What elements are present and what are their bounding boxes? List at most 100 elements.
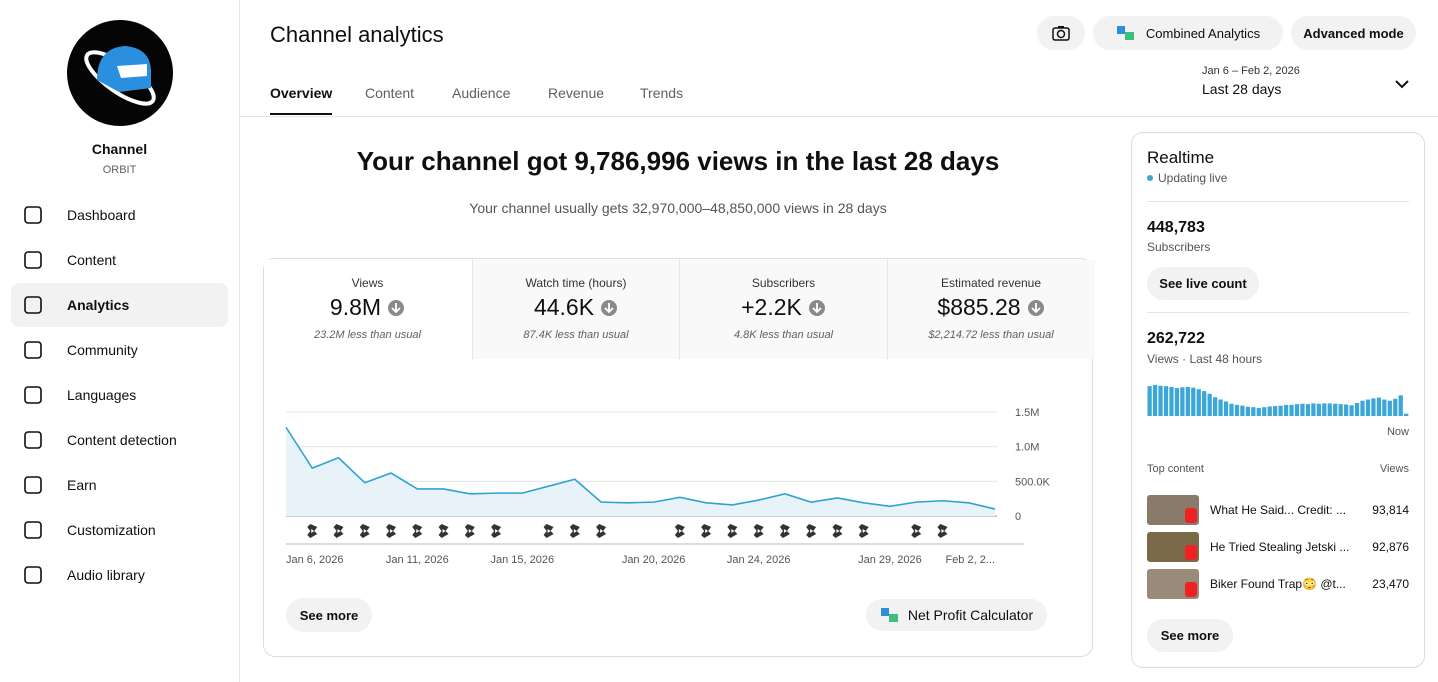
bar [1262, 407, 1267, 416]
date-range: Jan 6 – Feb 2, 2026 [1202, 65, 1300, 77]
top-content-row[interactable]: Biker Found Trap😳 @t... 23,470 [1147, 569, 1409, 599]
nav-icon [24, 206, 42, 224]
nav-label: Content [67, 252, 117, 268]
advanced-mode-button[interactable]: Advanced mode [1291, 16, 1416, 50]
x-tick-label: Feb 2, 2... [945, 554, 995, 566]
bar [1267, 406, 1272, 416]
nav-icon [24, 341, 42, 359]
nav-item[interactable]: Dashboard [11, 193, 228, 237]
net-profit-button[interactable]: Net Profit Calculator [866, 599, 1047, 631]
combined-analytics-button[interactable]: Combined Analytics [1093, 16, 1283, 50]
metric-value-text: $885.28 [937, 294, 1021, 320]
shorts-icon [333, 524, 344, 538]
shorts-icon [911, 524, 922, 538]
shorts-icon [858, 524, 869, 538]
bar [1382, 399, 1387, 416]
live-status: Updating live [1158, 171, 1228, 185]
x-tick-label: Jan 20, 2026 [622, 554, 686, 566]
video-views: 93,814 [1372, 503, 1409, 517]
icon-shape [705, 529, 709, 533]
x-tick-label: Jan 11, 2026 [386, 554, 449, 566]
shorts-icon [491, 524, 502, 538]
area [286, 427, 995, 516]
y-tick-label: 1.0M [1015, 442, 1039, 454]
nav-item[interactable]: Earn [11, 463, 228, 507]
icon-shape [337, 529, 341, 533]
metric-card[interactable]: Watch time (hours) 44.6K 87.4K less than u… [471, 260, 680, 359]
tab[interactable]: Audience [452, 85, 511, 101]
bar [1354, 402, 1360, 416]
see-more-button[interactable]: See more [1147, 619, 1233, 652]
y-tick-label: 500.0K [1015, 476, 1051, 488]
metric-card[interactable]: Views 9.8M 23.2M less than usual [264, 260, 471, 359]
overview-card [263, 258, 1093, 657]
bar [1180, 387, 1185, 416]
subline: Your channel usually gets 32,970,000–48,… [469, 200, 887, 216]
shorts-icon [438, 524, 449, 538]
bar [1240, 405, 1245, 416]
realtime-chart [1147, 385, 1409, 416]
icon-shape [836, 529, 840, 533]
x-tick-label: Jan 15, 2026 [491, 554, 555, 566]
tab[interactable]: Overview [270, 85, 333, 115]
realtime-views: 262,722 [1147, 330, 1205, 347]
shorts-icon [543, 524, 554, 538]
views-column-label: Views [1379, 463, 1409, 475]
shorts-icon [674, 524, 685, 538]
button-label: Combined Analytics [1145, 25, 1261, 41]
nav-label: Audio library [67, 567, 145, 583]
bar [1202, 391, 1207, 416]
icon-shape [495, 529, 499, 533]
nav-label: Community [67, 342, 138, 358]
metric-value: $885.28 [888, 294, 1095, 321]
nav-label: Analytics [67, 297, 130, 313]
bar [1207, 393, 1212, 416]
tab[interactable]: Revenue [548, 85, 605, 101]
realtime-title: Realtime [1147, 148, 1215, 167]
metric-card[interactable]: Subscribers +2.2K 4.8K less than usual [679, 260, 887, 359]
icon-shape [731, 529, 735, 533]
tab[interactable]: Content [365, 85, 415, 101]
nav-item[interactable]: Customization [11, 508, 228, 552]
tab[interactable]: Trends [640, 85, 684, 101]
nav-icon [24, 251, 42, 269]
see-more-button[interactable]: See more [286, 598, 372, 632]
nav-item[interactable]: Analytics [11, 283, 228, 327]
metric-note: 23.2M less than usual [313, 329, 421, 341]
nav-item[interactable]: Community [11, 328, 228, 372]
nav-item[interactable]: Content [11, 238, 228, 282]
dropdown-icon[interactable] [1394, 78, 1410, 90]
bar [1169, 386, 1174, 416]
metric-card[interactable]: Estimated revenue $885.28 $2,214.72 less t… [886, 260, 1095, 359]
icon-shape [24, 476, 42, 494]
bar [1251, 407, 1256, 416]
icon-shape [862, 529, 866, 533]
button-label: See more [299, 607, 359, 623]
bar [1229, 403, 1234, 416]
live-count-button[interactable]: See live count [1147, 267, 1259, 300]
top-content-row[interactable]: What He Said... Credit: ... 93,814 [1147, 495, 1409, 525]
nav-item[interactable]: Languages [11, 373, 228, 417]
nav-item[interactable]: Audio library [11, 553, 228, 597]
bar [1185, 386, 1190, 416]
now-label: Now [1386, 426, 1409, 438]
nav-icon [24, 566, 42, 584]
icon-shape [363, 529, 367, 533]
top-content-row[interactable]: He Tried Stealing Jetski ... 92,876 [1147, 532, 1409, 562]
icon-shape [757, 529, 761, 533]
icon-shape [573, 529, 577, 533]
x-tick-label: Jan 6, 2026 [286, 554, 344, 566]
shorts-icon [386, 524, 397, 538]
bar [1360, 400, 1365, 416]
shorts-icon [412, 524, 423, 538]
icon-shape [24, 386, 42, 404]
shorts-icon [701, 524, 712, 538]
realtime-card [1131, 132, 1425, 668]
screenshot-button[interactable] [1037, 16, 1085, 50]
nav-item[interactable]: Content detection [11, 418, 228, 462]
nav-icon [24, 476, 42, 494]
period[interactable]: Last 28 days [1202, 81, 1282, 97]
shorts-icon [779, 524, 790, 538]
thumbnail [1147, 532, 1199, 562]
